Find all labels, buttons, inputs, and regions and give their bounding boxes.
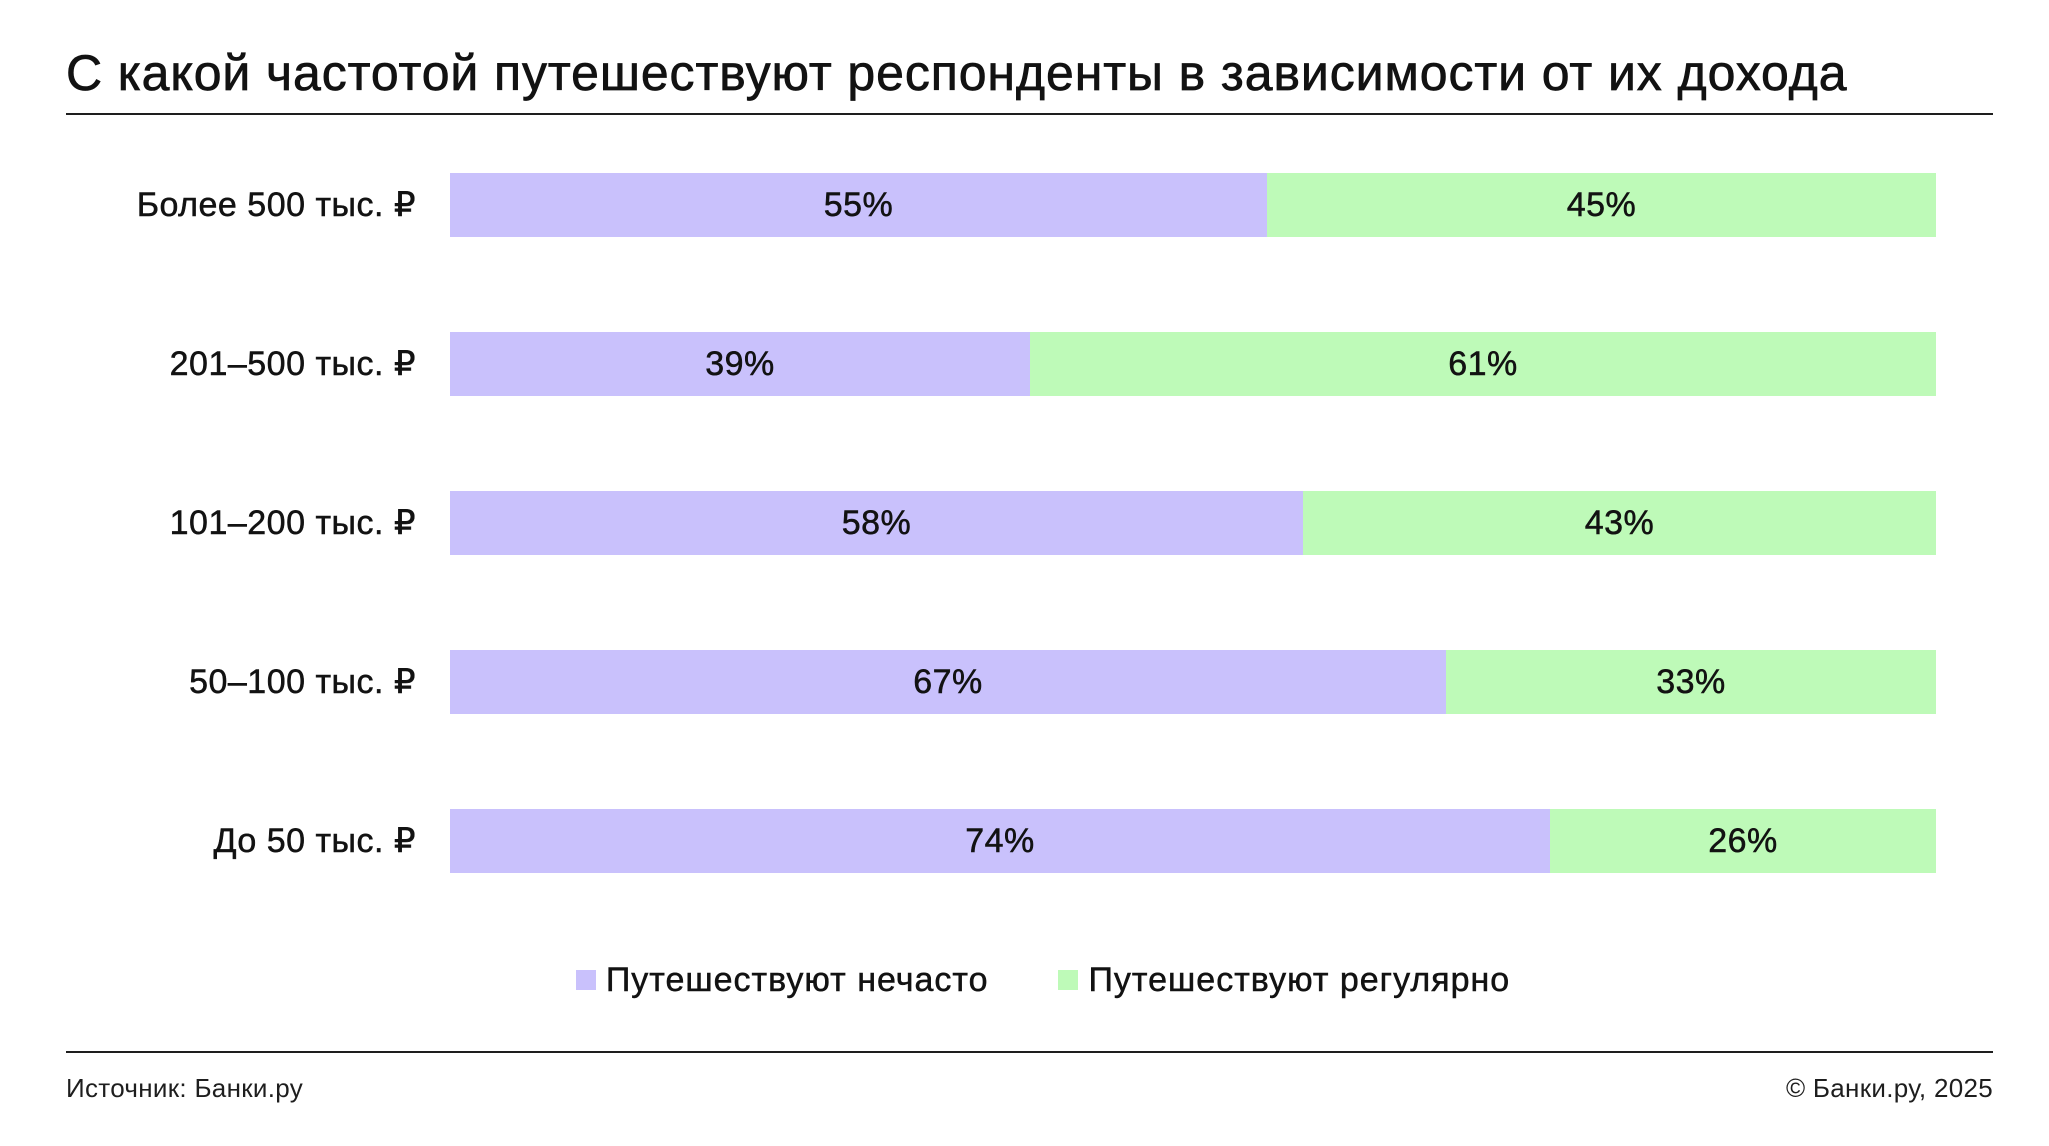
data-label-series-2: 45%: [1566, 185, 1637, 225]
legend-label: Путешествуют нечасто: [605, 961, 989, 1000]
data-label-unit: %: [744, 344, 775, 383]
data-label-unit: %: [1747, 821, 1778, 860]
data-label-value: 45: [1566, 185, 1606, 224]
data-label-unit: %: [1487, 344, 1518, 383]
stacked-bar-chart: Более 500 тыс. ₽55% 45% 201–500 тыс. ₽39% 6…: [0, 173, 2049, 873]
legend-swatch: [575, 970, 596, 990]
data-label-unit: %: [1605, 185, 1637, 224]
title-divider: [66, 113, 1993, 115]
data-label-value: 55: [823, 185, 863, 224]
data-label-value: 39: [705, 344, 745, 383]
data-label-series-1: 55%: [823, 185, 894, 225]
data-label-value: 61: [1448, 344, 1488, 383]
bar-segment-series-1: 74%: [450, 809, 1550, 873]
data-label-value: 26: [1708, 821, 1748, 860]
legend-item-series-1: Путешествуют нечасто: [575, 960, 989, 1000]
bar-segment-series-1: 55%: [450, 173, 1267, 237]
bar-row: Более 500 тыс. ₽55% 45%: [0, 173, 2049, 237]
legend-label: Путешествуют регулярно: [1088, 961, 1511, 1000]
data-label-value: 43: [1584, 503, 1624, 542]
data-label-unit: %: [952, 662, 983, 701]
bar-segment-series-1: 58%: [450, 491, 1303, 555]
category-label: 101–200 тыс. ₽: [169, 504, 416, 543]
data-label-series-1: 39%: [705, 344, 775, 384]
bar-segment-series-2: 61%: [1030, 332, 1936, 396]
chart-legend: Путешествуют нечасто Путешествуют регуляр…: [66, 960, 2020, 1000]
footer-divider: [66, 1051, 1993, 1053]
data-label-value: 58: [841, 503, 881, 542]
data-label-unit: %: [880, 503, 912, 542]
bar-segment-series-2: 33%: [1446, 650, 1936, 714]
bar-segment-series-2: 43%: [1303, 491, 1936, 555]
category-label: 201–500 тыс. ₽: [169, 345, 416, 384]
data-label-value: 74: [965, 821, 1005, 860]
bar-segment-series-2: 26%: [1550, 809, 1936, 873]
data-label-series-1: 74%: [965, 821, 1035, 861]
bar-segment-series-1: 39%: [450, 332, 1030, 396]
copyright-note: © Банки.ру, 2025: [1785, 1073, 1993, 1103]
source-note: Источник: Банки.ру: [66, 1073, 304, 1103]
data-label-unit: %: [862, 185, 894, 224]
data-label-unit: %: [1623, 503, 1655, 542]
data-label-value: 33: [1656, 662, 1696, 701]
category-label: 50–100 тыс. ₽: [189, 663, 416, 702]
data-label-series-1: 58%: [841, 503, 912, 543]
data-label-series-2: 33%: [1656, 662, 1726, 702]
data-label-series-2: 43%: [1584, 503, 1655, 543]
legend-swatch: [1058, 970, 1079, 990]
data-label-value: 67: [913, 662, 953, 701]
data-label-unit: %: [1004, 821, 1035, 860]
bar-segment-series-1: 67%: [450, 650, 1446, 714]
chart-title: С какой частотой путешествуют респондент…: [66, 45, 1848, 102]
category-label: Более 500 тыс. ₽: [136, 186, 416, 225]
bar-row: 50–100 тыс. ₽67% 33%: [0, 650, 2049, 714]
bar-row: До 50 тыс. ₽74% 26%: [0, 809, 2049, 873]
bar-segment-series-2: 45%: [1267, 173, 1936, 237]
legend-item-series-2: Путешествуют регулярно: [1058, 960, 1510, 1000]
bar-row: 201–500 тыс. ₽39% 61%: [0, 332, 2049, 396]
data-label-series-2: 26%: [1708, 821, 1778, 861]
data-label-unit: %: [1695, 662, 1726, 701]
data-label-series-2: 61%: [1448, 344, 1518, 384]
bar-row: 101–200 тыс. ₽58% 43%: [0, 491, 2049, 555]
data-label-series-1: 67%: [913, 662, 983, 702]
category-label: До 50 тыс. ₽: [213, 822, 416, 861]
